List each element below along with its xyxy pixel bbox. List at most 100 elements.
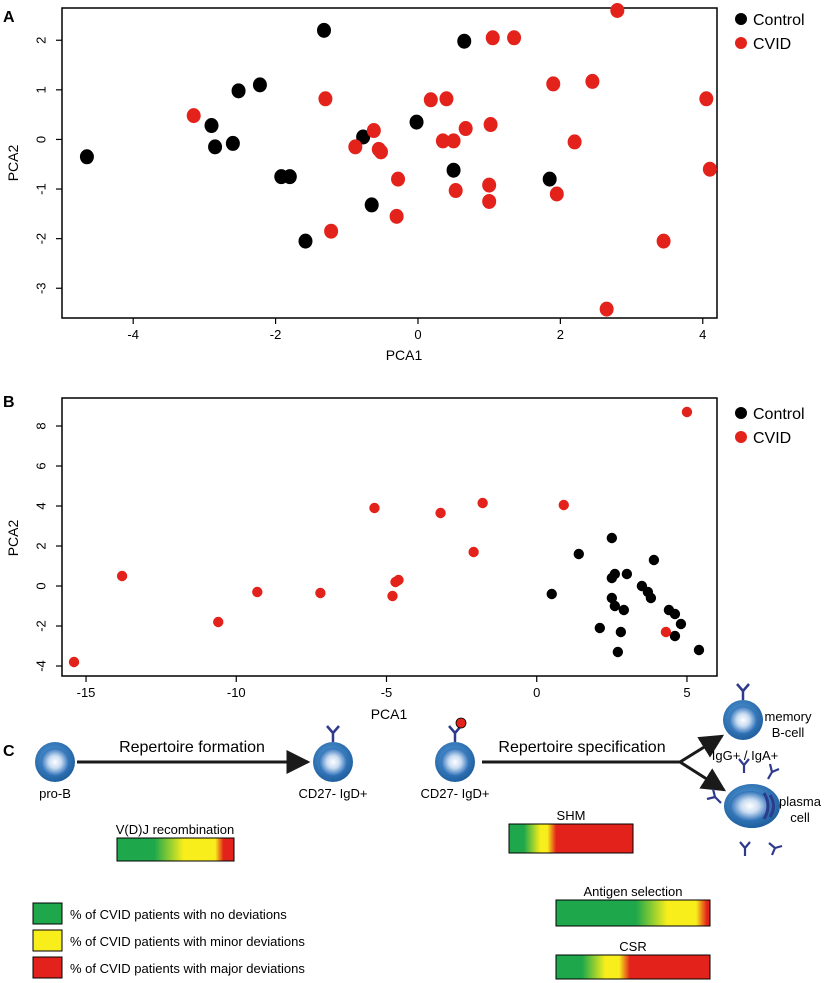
point-control — [645, 592, 657, 604]
antibody-icon — [767, 763, 780, 780]
y-axis-label-a: PCA2 — [5, 145, 21, 182]
x-tick-label: -2 — [270, 327, 282, 342]
scatter-panel-b: -15 -10 -5 0 5 -4 -2 0 2 4 6 8 PCA1 PCA2 Control C… — [5, 397, 805, 722]
point-control — [252, 77, 267, 93]
panel-label-b: B — [3, 394, 15, 411]
point-control — [669, 630, 681, 642]
y-tick-label: -2 — [33, 620, 48, 632]
point-control — [282, 169, 297, 185]
repertoire-specification-label: Repertoire specification — [498, 739, 665, 756]
memory-branch-arrow — [679, 734, 725, 764]
point-cvid — [318, 91, 333, 107]
memory-b-cell-icon — [723, 683, 763, 740]
point-cvid — [681, 406, 693, 418]
point-control — [693, 644, 705, 656]
point-control — [204, 118, 219, 134]
panel-label-a: A — [3, 9, 15, 26]
deviation-legend: % of CVID patients with no deviations % … — [32, 902, 305, 979]
panel-label-c: C — [3, 743, 15, 760]
point-cvid — [68, 656, 80, 668]
point-cvid — [458, 121, 473, 137]
data-points-a — [79, 2, 717, 317]
y-tick-label: -4 — [33, 660, 48, 672]
pro-b-label: pro-B — [39, 786, 71, 801]
plot-frame-a — [61, 7, 718, 319]
legend-marker-cvid-b — [735, 431, 747, 443]
point-control — [542, 171, 557, 187]
b-cell-development-diagram: pro-B Repertoire formation CD27- IgD+ CD… — [32, 683, 822, 980]
csr-deviation-bar — [555, 954, 711, 980]
point-control — [648, 554, 660, 566]
x-tick-label: 4 — [699, 327, 706, 342]
antibody-icon — [739, 841, 751, 856]
vdj-bar-label: V(D)J recombination — [116, 822, 235, 837]
x-tick-label: -10 — [227, 685, 246, 700]
point-cvid — [599, 301, 614, 317]
legend-text-minor-deviation: % of CVID patients with minor deviations — [70, 934, 305, 949]
y-tick-label: 0 — [33, 582, 48, 589]
point-cvid — [483, 117, 498, 133]
y-axis-b: -4 -2 0 2 4 6 8 — [33, 422, 62, 672]
point-cvid — [482, 193, 497, 209]
legend-text-major-deviation: % of CVID patients with major deviations — [70, 961, 305, 976]
point-cvid — [485, 30, 500, 46]
y-tick-label: 6 — [33, 462, 48, 469]
y-tick-label: 2 — [33, 37, 48, 44]
antigen-selection-deviation-bar — [555, 899, 711, 927]
legend-label-control-b: Control — [753, 406, 805, 423]
point-cvid — [348, 139, 363, 155]
point-cvid — [324, 223, 339, 239]
antigen-bound-b-cell-icon — [435, 717, 475, 782]
point-control — [615, 626, 627, 638]
x-tick-label: 0 — [533, 685, 540, 700]
point-cvid — [315, 587, 326, 599]
y-tick-label: 2 — [33, 542, 48, 549]
point-control — [594, 622, 606, 634]
point-cvid — [656, 233, 671, 249]
y-tick-label: 8 — [33, 422, 48, 429]
y-axis-a: -3 -2 -1 0 1 2 — [33, 37, 62, 294]
point-cvid — [446, 133, 461, 149]
legend-swatch-no-deviation — [32, 902, 63, 925]
point-cvid — [186, 108, 201, 124]
y-tick-label: -1 — [33, 183, 48, 195]
point-control — [609, 600, 621, 612]
naive-b-cell-icon — [313, 725, 353, 782]
point-cvid — [448, 183, 463, 199]
legend-swatch-minor-deviation — [32, 929, 63, 952]
point-control — [364, 197, 379, 213]
point-control — [409, 114, 424, 130]
legend-b: Control CVID — [735, 406, 805, 447]
x-tick-label: 5 — [683, 685, 690, 700]
antigen-icon — [455, 717, 467, 729]
point-control — [457, 33, 472, 49]
point-cvid — [702, 161, 717, 177]
point-cvid — [567, 134, 582, 150]
legend-text-no-deviation: % of CVID patients with no deviations — [70, 907, 287, 922]
point-cvid — [389, 208, 404, 224]
point-cvid — [439, 91, 454, 107]
point-cvid — [391, 171, 406, 187]
memory-label-line2: B-cell — [772, 725, 805, 740]
point-control — [446, 162, 461, 178]
point-cvid — [477, 497, 488, 509]
point-control — [618, 604, 630, 616]
antibody-icon — [706, 788, 722, 804]
legend-marker-cvid-a — [735, 37, 747, 49]
point-cvid — [387, 590, 398, 602]
point-cvid — [660, 626, 672, 638]
point-control — [298, 233, 313, 249]
y-tick-label: 0 — [33, 136, 48, 143]
y-tick-label: 1 — [33, 86, 48, 93]
legend-label-cvid-b: CVID — [753, 430, 791, 447]
legend-swatch-major-deviation — [32, 956, 63, 979]
x-axis-label-b: PCA1 — [371, 706, 408, 722]
point-control — [546, 588, 557, 600]
point-cvid — [468, 546, 479, 558]
point-control — [669, 608, 681, 620]
point-cvid — [252, 586, 263, 598]
antibody-icon — [738, 758, 750, 773]
point-control — [573, 548, 584, 560]
plasma-cell-icon — [724, 784, 780, 828]
